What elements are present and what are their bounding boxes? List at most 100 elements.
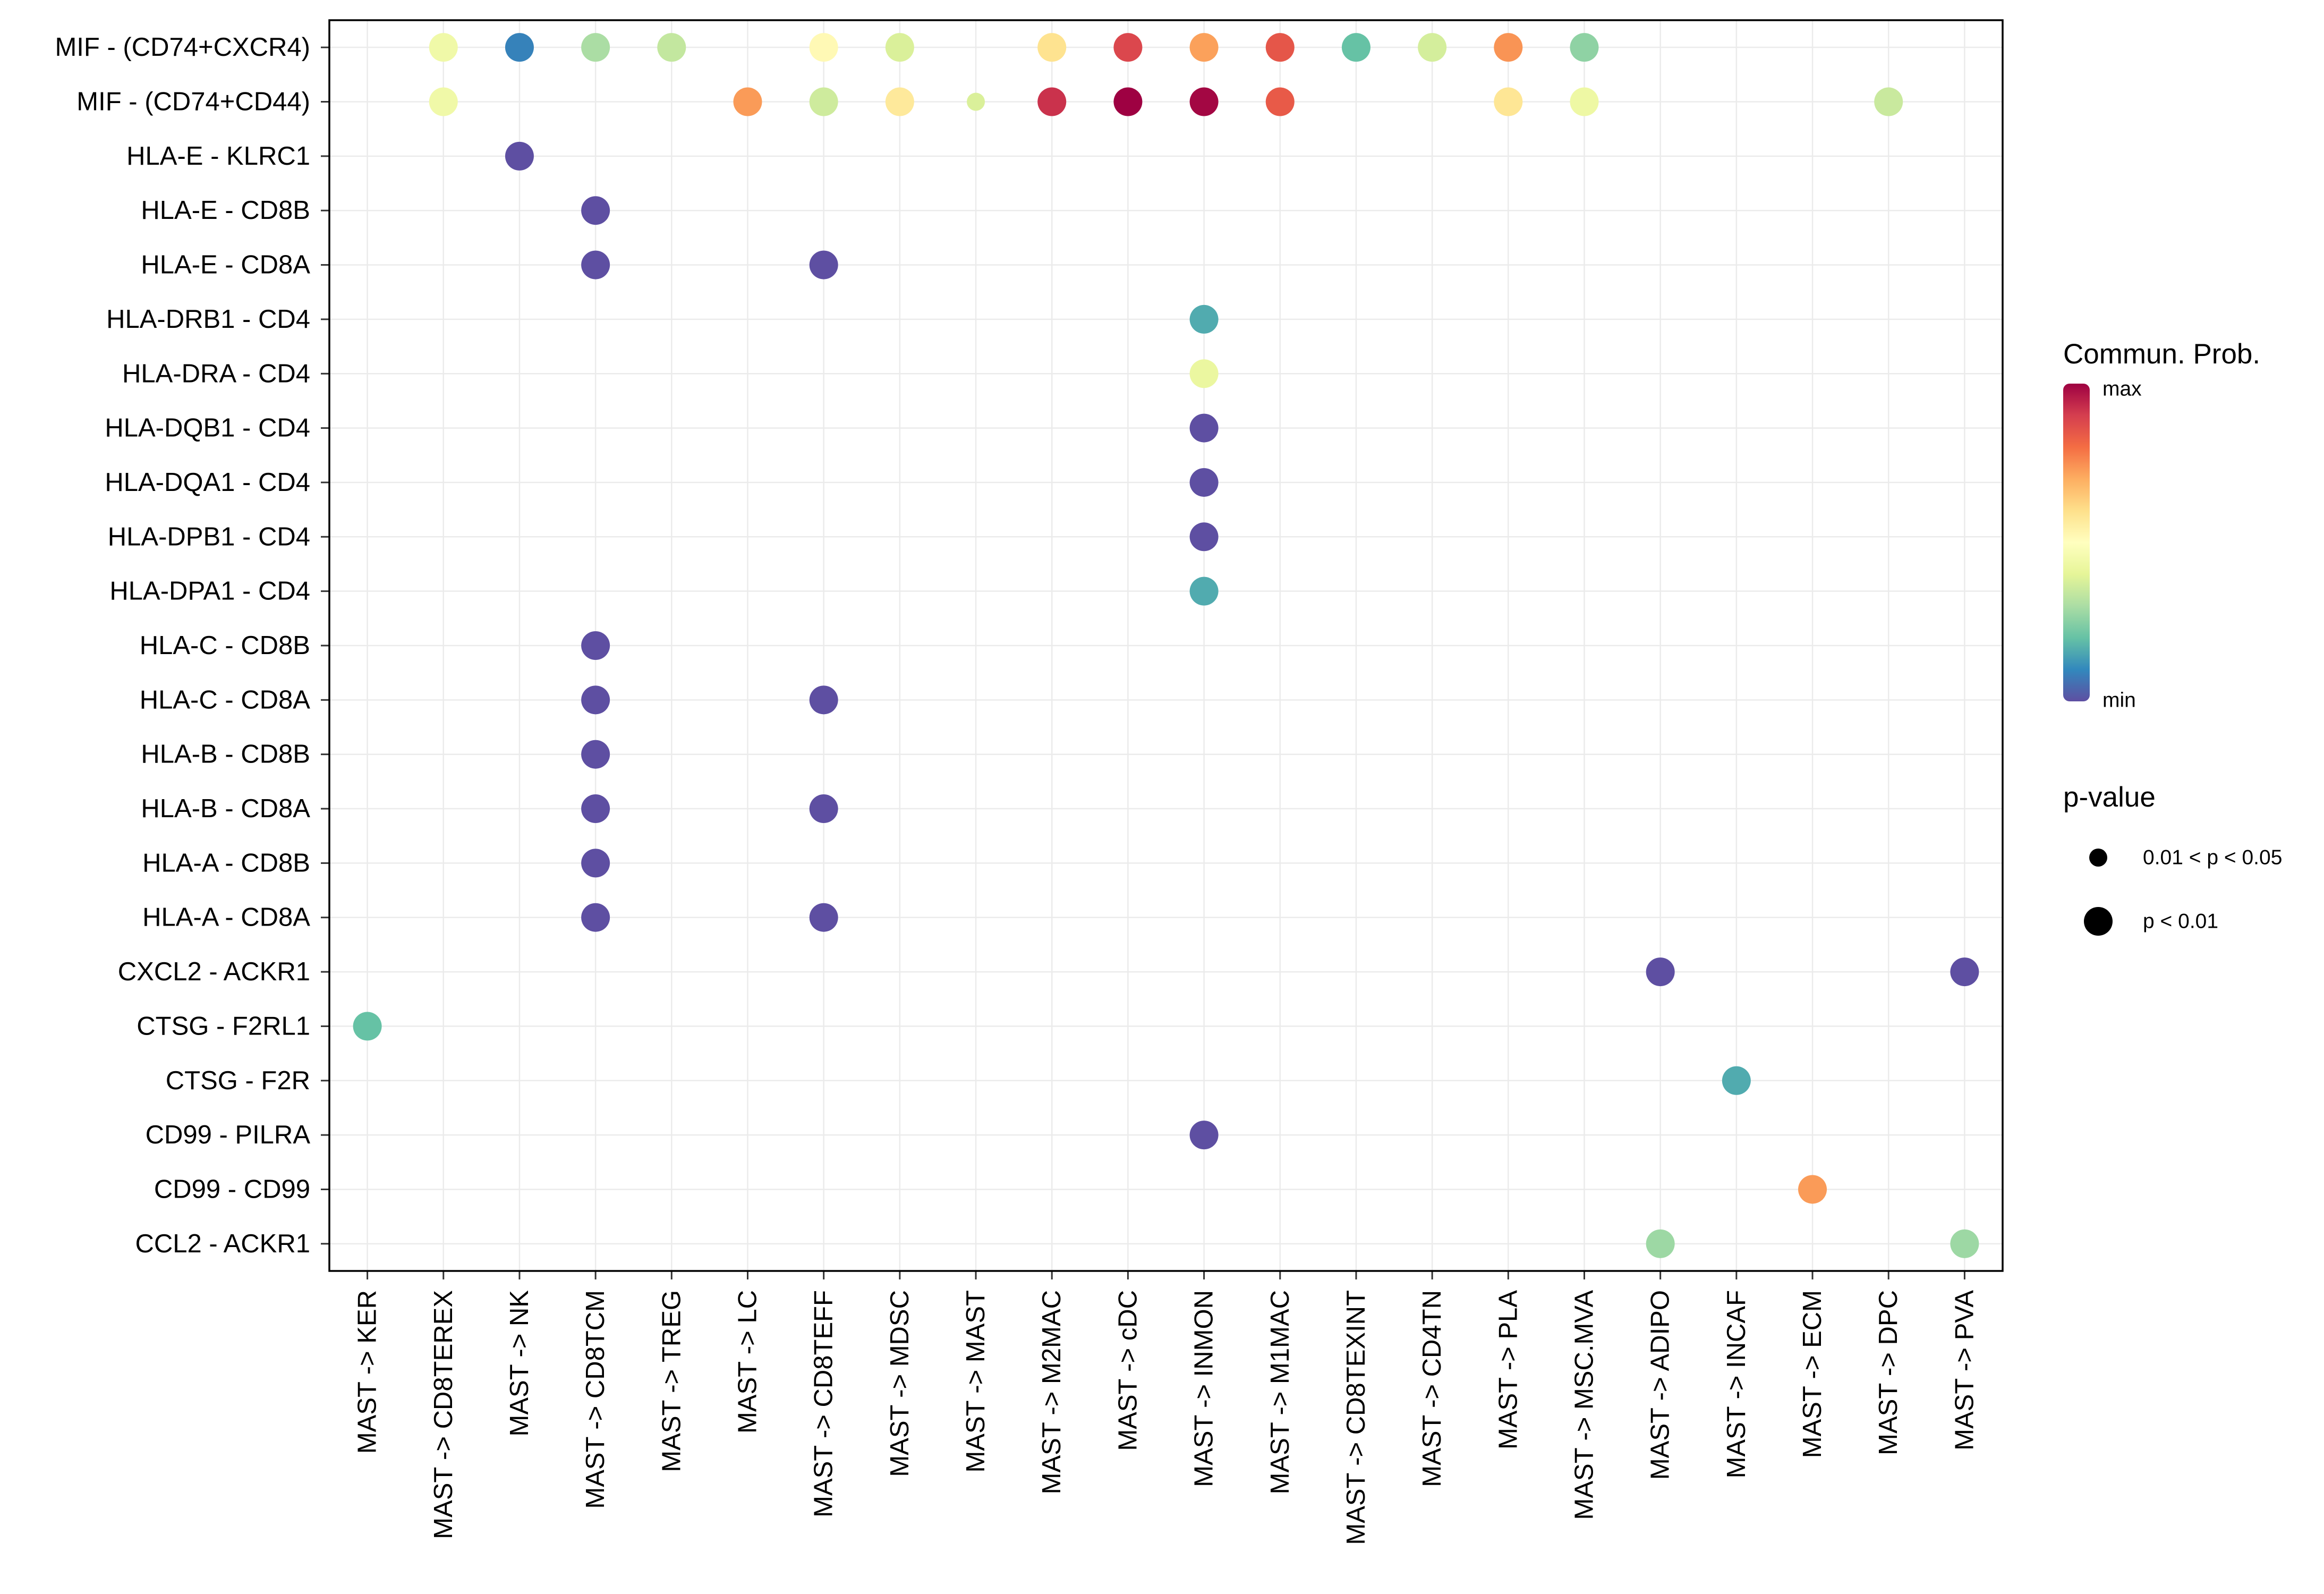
point-mif-cd74-cd44--mast-mdsc [885,87,914,116]
point-hla-e-cd8b--mast-cd8tcm [581,196,610,225]
point-mif-cd74-cd44--mast-cd8terex [429,87,458,116]
point-mif-cd74-cxcr4--mast-cdc [1113,33,1143,62]
y-label-mif-cd74-cxcr4: MIF - (CD74+CXCR4) [55,33,310,62]
x-label-mast-mdsc: MAST -> MDSC [886,1290,914,1477]
point-hla-dpa1-cd4--mast-inmon [1189,576,1219,606]
y-label-hla-e-klrc1: HLA-E - KLRC1 [126,142,310,171]
size-legend-label-large: p < 0.01 [2143,910,2218,933]
x-label-mast-m1mac: MAST -> M1MAC [1266,1290,1295,1494]
point-hla-dpb1-cd4--mast-inmon [1189,522,1219,552]
y-label-hla-a-cd8b: HLA-A - CD8B [142,849,310,877]
color-legend-min-label: min [2102,689,2136,712]
y-label-hla-dpa1-cd4: HLA-DPA1 - CD4 [109,577,310,606]
point-hla-drb1-cd4--mast-inmon [1189,304,1219,334]
point-mif-cd74-cd44--mast-mast [967,92,985,111]
x-label-mast-incaf: MAST -> INCAF [1722,1290,1751,1478]
point-ccl2-ackr1--mast-pva [1950,1229,1979,1258]
point-hla-c-cd8a--mast-cd8tcm [581,685,610,715]
x-label-mast-dpc: MAST -> DPC [1874,1290,1903,1455]
point-hla-a-cd8a--mast-cd8tcm [581,903,610,932]
y-label-cxcl2-ackr1: CXCL2 - ACKR1 [118,957,310,986]
point-mif-cd74-cxcr4--mast-cd4tn [1418,33,1447,62]
point-mif-cd74-cd44--mast-m2mac [1037,87,1067,116]
y-label-hla-dqa1-cd4: HLA-DQA1 - CD4 [105,468,310,497]
color-legend-max-label: max [2102,378,2142,401]
point-mif-cd74-cd44--mast-cdc [1113,87,1143,116]
y-label-hla-b-cd8a: HLA-B - CD8A [141,794,310,823]
y-label-ccl2-ackr1: CCL2 - ACKR1 [135,1230,310,1258]
x-label-mast-cd8texint: MAST -> CD8TEXINT [1342,1290,1370,1545]
size-legend: p-value 0.01 < p < 0.05 p < 0.01 [2063,782,2282,936]
y-label-cd99-pilra: CD99 - PILRA [146,1121,311,1149]
x-label-mast-cd8tcm: MAST -> CD8TCM [581,1290,610,1509]
point-hla-dqa1-cd4--mast-inmon [1189,468,1219,497]
point-mif-cd74-cd44--mast-lc [733,87,762,116]
x-label-mast-nk: MAST -> NK [505,1290,534,1437]
x-label-mast-inmon: MAST -> INMON [1190,1290,1219,1487]
point-mif-cd74-cd44--mast-msc-mva [1570,87,1599,116]
point-mif-cd74-cxcr4--mast-m2mac [1037,33,1067,62]
point-mif-cd74-cxcr4--mast-inmon [1189,33,1219,62]
y-label-hla-dqb1-cd4: HLA-DQB1 - CD4 [105,414,310,443]
x-label-mast-pva: MAST -> PVA [1950,1290,1979,1451]
point-hla-b-cd8b--mast-cd8tcm [581,740,610,769]
point-mif-cd74-cd44--mast-pla [1494,87,1523,116]
point-cd99-pilra--mast-inmon [1189,1121,1219,1150]
size-legend-label-small: 0.01 < p < 0.05 [2143,846,2282,869]
point-mif-cd74-cd44--mast-m1mac [1265,87,1295,116]
point-hla-b-cd8a--mast-cd8tcm [581,794,610,824]
point-mif-cd74-cxcr4--mast-cd8texint [1341,33,1370,62]
point-mif-cd74-cxcr4--mast-msc-mva [1570,33,1599,62]
color-legend-bar [2063,384,2090,701]
x-label-mast-cdc: MAST -> cDC [1113,1290,1142,1451]
x-label-mast-treg: MAST -> TREG [657,1290,686,1472]
y-label-hla-drb1-cd4: HLA-DRB1 - CD4 [106,305,310,334]
color-legend-title: Commun. Prob. [2063,338,2260,370]
x-label-mast-pla: MAST -> PLA [1494,1290,1522,1449]
size-legend-title: p-value [2063,782,2156,813]
point-mif-cd74-cxcr4--mast-cd8terex [429,33,458,62]
point-hla-dqb1-cd4--mast-inmon [1189,413,1219,443]
x-label-mast-ker: MAST -> KER [353,1290,382,1454]
y-axis-labels: MIF - (CD74+CXCR4) MIF - (CD74+CD44) HLA-E… [55,33,310,1258]
x-label-mast-mast: MAST -> MAST [961,1290,990,1473]
y-label-hla-c-cd8a: HLA-C - CD8A [140,685,311,714]
point-hla-c-cd8b--mast-cd8tcm [581,631,610,660]
y-label-hla-b-cd8b: HLA-B - CD8B [141,740,310,769]
point-hla-e-klrc1--mast-nk [505,141,534,171]
y-label-hla-a-cd8a: HLA-A - CD8A [142,903,310,932]
point-ctsg-f2rl1--mast-ker [353,1012,382,1041]
data-points [353,33,1979,1258]
point-ccl2-ackr1--mast-adipo [1646,1229,1675,1258]
y-label-ctsg-f2rl1: CTSG - F2RL1 [137,1012,310,1040]
size-legend-dot-large [2084,907,2113,936]
point-hla-e-cd8a--mast-cd8teff [809,250,838,279]
gridlines [329,20,2003,1271]
y-label-hla-dra-cd4: HLA-DRA - CD4 [122,359,310,388]
y-label-hla-e-cd8b: HLA-E - CD8B [141,196,310,225]
point-ctsg-f2r--mast-incaf [1722,1066,1751,1095]
point-mif-cd74-cd44--mast-inmon [1189,87,1219,116]
point-cxcl2-ackr1--mast-adipo [1646,957,1675,987]
y-label-hla-dpb1-cd4: HLA-DPB1 - CD4 [108,522,310,551]
point-cxcl2-ackr1--mast-pva [1950,957,1979,987]
x-label-mast-m2mac: MAST -> M2MAC [1037,1290,1066,1494]
x-label-mast-adipo: MAST -> ADIPO [1646,1290,1675,1480]
y-label-hla-e-cd8a: HLA-E - CD8A [141,251,310,279]
y-label-hla-c-cd8b: HLA-C - CD8B [140,631,310,660]
y-label-ctsg-f2r: CTSG - F2R [166,1066,310,1095]
axis-ticks [321,46,1965,1279]
x-label-mast-lc: MAST -> LC [734,1290,762,1434]
point-hla-a-cd8a--mast-cd8teff [809,903,838,932]
point-mif-cd74-cd44--mast-cd8teff [809,87,838,116]
x-axis-labels: MAST -> KER MAST -> CD8TEREX MAST -> NK MAS… [353,1290,1979,1545]
y-label-cd99-cd99: CD99 - CD99 [154,1175,310,1203]
point-mif-cd74-cxcr4--mast-pla [1494,33,1523,62]
point-hla-c-cd8a--mast-cd8teff [809,685,838,715]
point-mif-cd74-cxcr4--mast-m1mac [1265,33,1295,62]
y-label-mif-cd74-cd44: MIF - (CD74+CD44) [76,88,310,116]
point-mif-cd74-cxcr4--mast-cd8tcm [581,33,610,62]
x-label-mast-cd8teff: MAST -> CD8TEFF [810,1290,838,1517]
plot-border [328,19,2004,1272]
